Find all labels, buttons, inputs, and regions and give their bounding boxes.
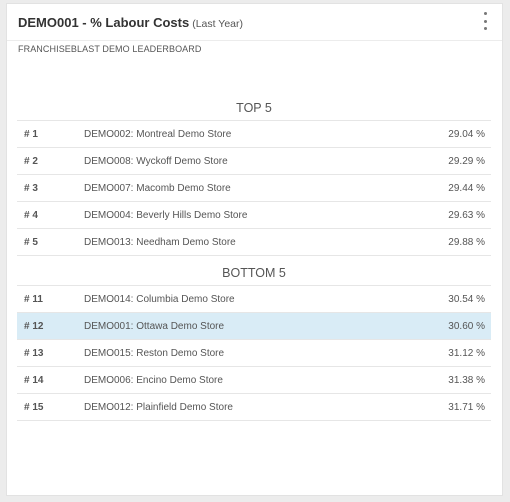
labour-percent-value: 30.54 % [448,293,485,305]
top-section-heading: TOP 5 [17,97,491,121]
rank-label: # 1 [24,128,38,140]
labour-percent-value: 29.63 % [448,209,485,221]
rank-label: # 5 [24,236,38,248]
labour-percent-value: 29.29 % [448,155,485,167]
rank-label: # 11 [24,293,43,305]
metric-title: DEMO001 - % Labour Costs [18,15,190,30]
leaderboard-subtitle: FRANCHISEBLAST DEMO LEADERBOARD [18,44,202,54]
rank-label: # 13 [24,347,44,359]
rank-label: # 4 [24,209,38,221]
leaderboard-row[interactable]: # 14 DEMO006: Encino Demo Store 31.38 % [17,367,491,394]
bottom-section-heading: BOTTOM 5 [17,262,491,286]
leaderboard-row[interactable]: # 1 DEMO002: Montreal Demo Store 29.04 % [17,121,491,148]
store-name: DEMO004: Beverly Hills Demo Store [84,209,248,221]
top-rows: # 1 DEMO002: Montreal Demo Store 29.04 % # … [17,121,491,256]
leaderboard-row[interactable]: # 3 DEMO007: Macomb Demo Store 29.44 % [17,175,491,202]
store-name: DEMO013: Needham Demo Store [84,236,236,248]
store-name: DEMO002: Montreal Demo Store [84,128,232,140]
leaderboard-row[interactable]: # 13 DEMO015: Reston Demo Store 31.12 % [17,340,491,367]
labour-percent-value: 29.88 % [448,236,485,248]
period-label: (Last Year) [192,18,243,30]
card-header: DEMO001 - % Labour Costs (Last Year) [7,4,502,41]
rank-label: # 2 [24,155,38,167]
vertical-ellipsis-icon[interactable] [480,12,490,30]
card-title: DEMO001 - % Labour Costs (Last Year) [18,15,243,30]
leaderboard-row[interactable]: # 5 DEMO013: Needham Demo Store 29.88 % [17,229,491,256]
store-name: DEMO006: Encino Demo Store [84,374,223,386]
store-name: DEMO014: Columbia Demo Store [84,293,235,305]
labour-percent-value: 29.04 % [448,128,485,140]
store-name: DEMO001: Ottawa Demo Store [84,320,225,332]
leaderboard-row[interactable]: # 15 DEMO012: Plainfield Demo Store 31.71 … [17,394,491,421]
labour-percent-value: 31.71 % [448,401,485,413]
labour-percent-value: 29.44 % [448,182,485,194]
rank-label: # 14 [24,374,44,386]
store-name: DEMO015: Reston Demo Store [84,347,225,359]
labour-percent-value: 31.38 % [448,374,485,386]
leaderboard-row[interactable]: # 12 DEMO001: Ottawa Demo Store 30.60 % [17,313,491,340]
store-name: DEMO008: Wyckoff Demo Store [84,155,228,167]
store-name: DEMO012: Plainfield Demo Store [84,401,233,413]
rank-label: # 15 [24,401,44,413]
bottom-rows: # 11 DEMO014: Columbia Demo Store 30.54 % #… [17,286,491,421]
leaderboard-row[interactable]: # 2 DEMO008: Wyckoff Demo Store 29.29 % [17,148,491,175]
leaderboard-card: DEMO001 - % Labour Costs (Last Year) FRAN… [6,3,503,496]
leaderboard-row[interactable]: # 4 DEMO004: Beverly Hills Demo Store 29.6… [17,202,491,229]
store-name: DEMO007: Macomb Demo Store [84,182,231,194]
leaderboard-row[interactable]: # 11 DEMO014: Columbia Demo Store 30.54 % [17,286,491,313]
labour-percent-value: 30.60 % [448,320,485,332]
labour-percent-value: 31.12 % [448,347,485,359]
rank-label: # 12 [24,320,44,332]
leaderboard: TOP 5 # 1 DEMO002: Montreal Demo Store 29.… [17,97,491,421]
rank-label: # 3 [24,182,38,194]
